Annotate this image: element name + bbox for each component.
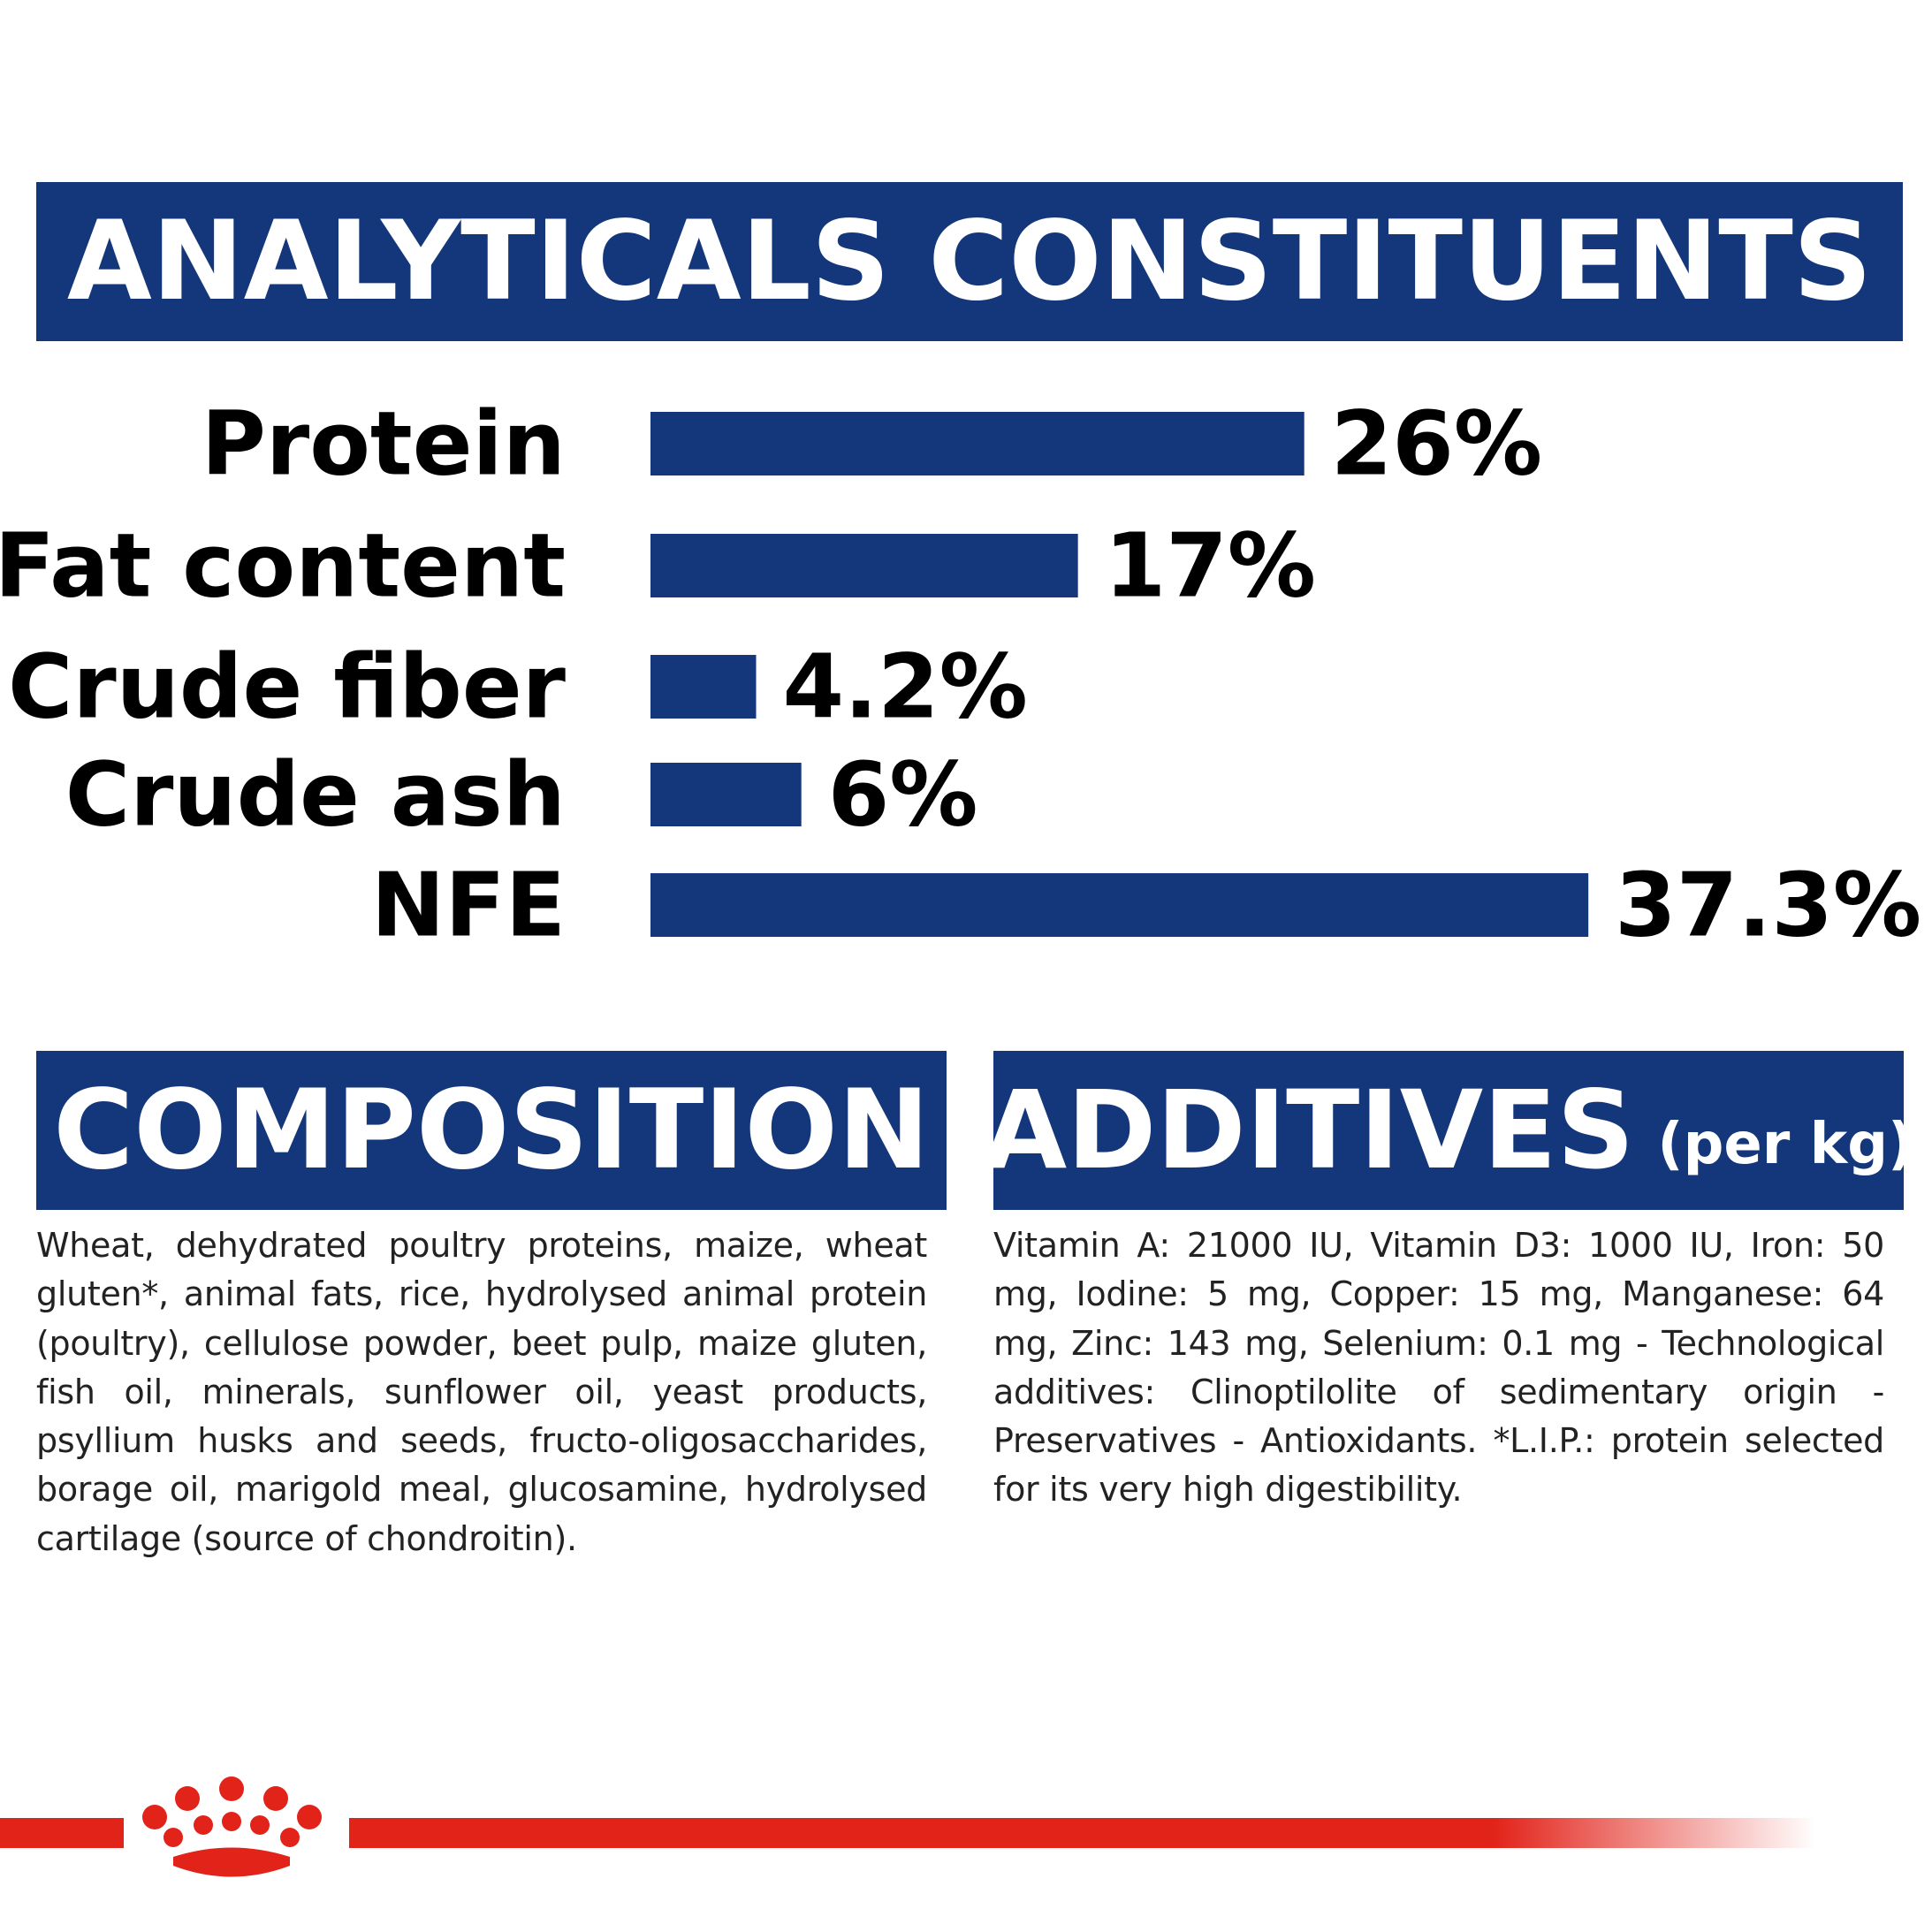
additives-banner: ADDITIVES (per kg) bbox=[993, 1051, 1904, 1210]
bar bbox=[650, 873, 1589, 937]
category-label: NFE bbox=[371, 854, 566, 957]
footer-stripe-right bbox=[349, 1818, 1816, 1848]
bar bbox=[650, 412, 1304, 475]
value-label: 26% bbox=[1331, 392, 1542, 496]
analytical-constituents-title: ANALYTICALS CONSTITUENTS bbox=[66, 198, 1873, 325]
composition-title: COMPOSITION bbox=[53, 1067, 930, 1194]
category-label: Crude fiber bbox=[8, 635, 567, 739]
value-label: 17% bbox=[1105, 514, 1316, 618]
brand-footer bbox=[0, 1768, 1932, 1891]
value-label: 37.3% bbox=[1615, 854, 1921, 957]
category-label: Fat content bbox=[0, 514, 566, 618]
chart-svg: Protein 26% Fat content 17% Crude fiber 4.2% C… bbox=[0, 392, 1921, 957]
composition-banner: COMPOSITION bbox=[36, 1051, 947, 1210]
category-label: Protein bbox=[202, 392, 566, 496]
bar bbox=[650, 655, 757, 719]
additives-title-suffix: (per kg) bbox=[1657, 1112, 1904, 1177]
bar bbox=[650, 534, 1078, 597]
category-label: Crude ash bbox=[65, 743, 566, 847]
composition-text: Wheat, dehydrated poultry proteins, maiz… bbox=[36, 1226, 927, 1558]
bar bbox=[650, 763, 802, 826]
value-label: 4.2% bbox=[782, 635, 1027, 739]
analytical-constituents-chart: Protein 26% Fat content 17% Crude fiber 4.2% C… bbox=[0, 380, 1932, 981]
footer-svg bbox=[0, 1776, 1816, 1877]
value-label: 6% bbox=[828, 743, 978, 847]
royal-canin-crown-icon bbox=[142, 1776, 322, 1877]
analytical-constituents-banner: ANALYTICALS CONSTITUENTS bbox=[36, 182, 1903, 341]
additives-title: ADDITIVES bbox=[993, 1068, 1635, 1193]
additives-text: Vitamin A: 21000 IU, Vitamin D3: 1000 IU… bbox=[993, 1226, 1884, 1510]
footer-stripe-left bbox=[0, 1818, 124, 1848]
